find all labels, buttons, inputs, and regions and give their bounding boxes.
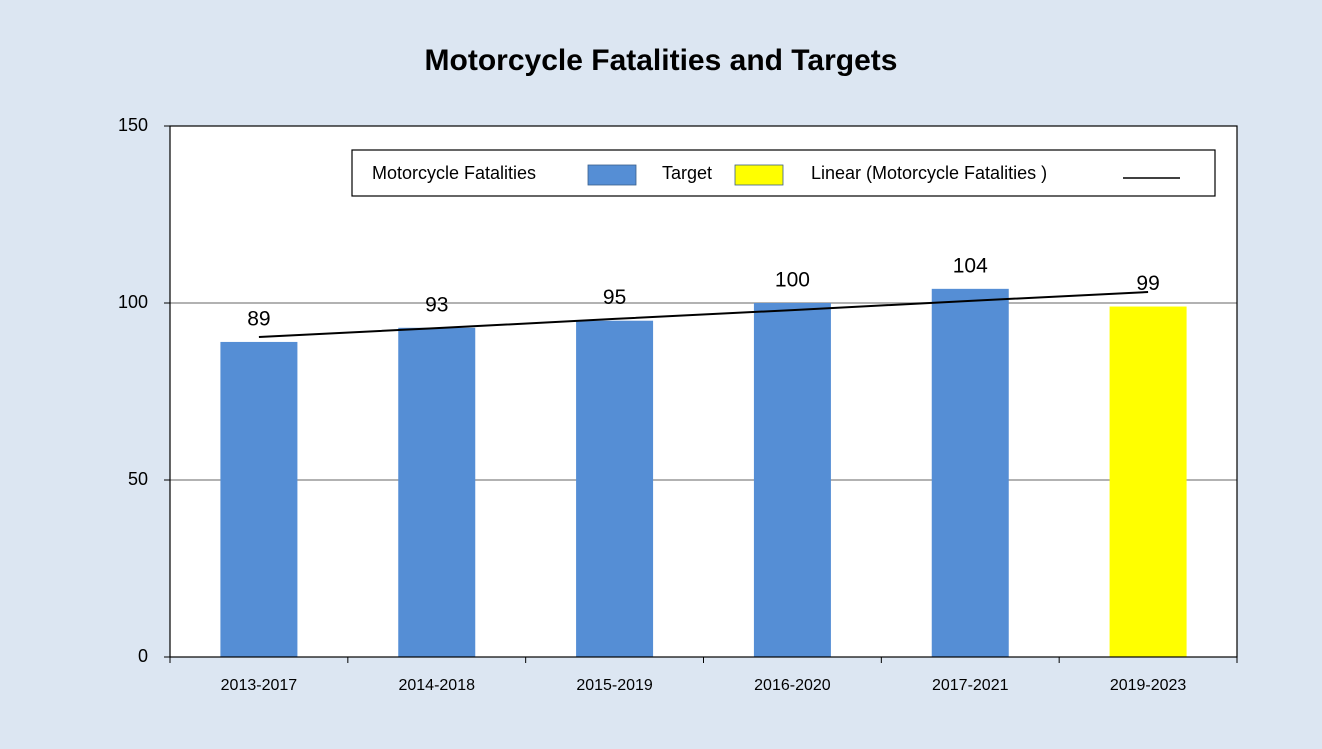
data-label: 104 bbox=[953, 254, 988, 277]
x-tick-label: 2014-2018 bbox=[398, 677, 475, 694]
chart-title: Motorcycle Fatalities and Targets bbox=[425, 44, 898, 77]
y-tick-label: 0 bbox=[138, 646, 148, 666]
x-tick-label: 2013-2017 bbox=[221, 677, 298, 694]
data-label: 99 bbox=[1136, 272, 1159, 295]
y-tick-label: 50 bbox=[128, 469, 148, 489]
data-label: 89 bbox=[247, 307, 270, 330]
y-tick-label: 150 bbox=[118, 115, 148, 135]
data-label: 93 bbox=[425, 293, 448, 316]
plot-area bbox=[170, 126, 1237, 657]
legend-swatch bbox=[587, 164, 637, 186]
plot-border bbox=[169, 125, 1238, 658]
data-label: 95 bbox=[603, 286, 626, 309]
bar bbox=[220, 341, 298, 657]
bar bbox=[1109, 306, 1187, 657]
legend-box bbox=[351, 149, 1216, 197]
legend-label: Motorcycle Fatalities bbox=[372, 163, 536, 183]
bar bbox=[753, 303, 831, 657]
x-tick-label: 2019-2023 bbox=[1110, 677, 1187, 694]
legend-label: Target bbox=[662, 163, 712, 183]
bar bbox=[398, 327, 476, 657]
trend-line bbox=[258, 291, 1149, 338]
data-label: 100 bbox=[775, 269, 810, 292]
x-tick-label: 2016-2020 bbox=[754, 677, 831, 694]
x-tick-label: 2017-2021 bbox=[932, 677, 1009, 694]
y-tick-label: 100 bbox=[118, 292, 148, 312]
bar bbox=[576, 320, 654, 657]
legend-swatch bbox=[734, 164, 784, 186]
x-tick-label: 2015-2019 bbox=[576, 677, 653, 694]
bar bbox=[931, 288, 1009, 657]
legend-label: Linear (Motorcycle Fatalities ) bbox=[811, 163, 1047, 183]
